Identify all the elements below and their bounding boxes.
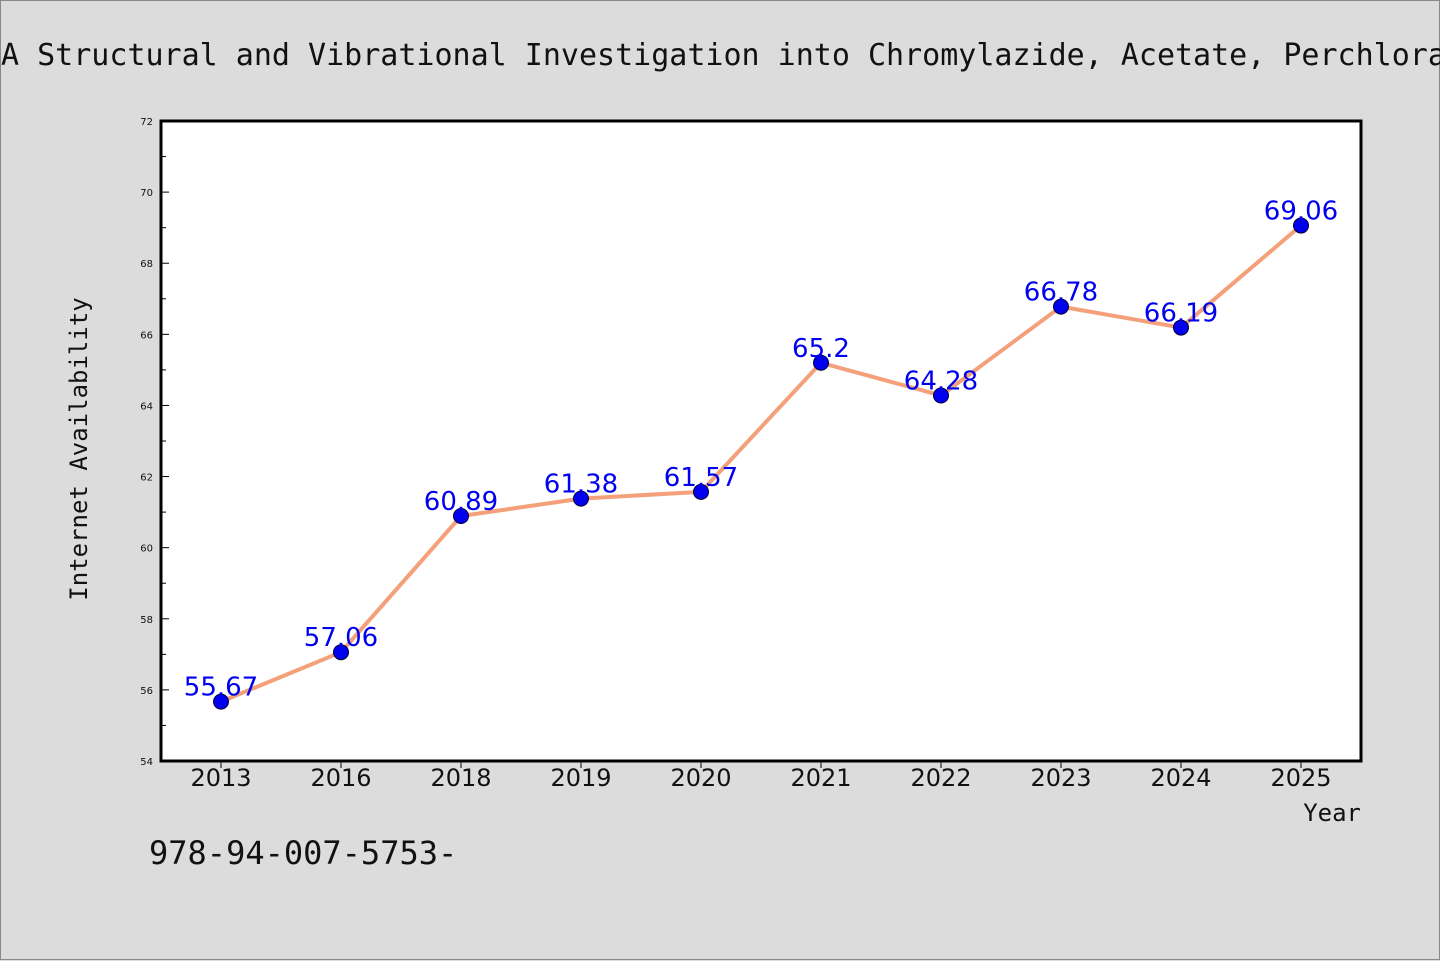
data-label: 61.57 [664, 463, 738, 493]
x-tick-label: 2025 [1270, 764, 1331, 792]
y-axis-ticks: 54 56 58 60 62 64 66 68 70 72 [140, 117, 169, 768]
series-layer: 55.67 57.06 60.89 61.38 61.57 65.2 64.28 66.78 6… [184, 197, 1338, 710]
y-tick-label: 64 [140, 401, 153, 412]
data-label: 55.67 [184, 673, 258, 703]
isbn-annotation: 978-94-007-5753- [149, 834, 457, 872]
data-point [333, 644, 349, 661]
data-point [813, 354, 829, 371]
data-point [213, 693, 229, 710]
y-tick-label: 62 [140, 473, 153, 484]
y-tick-label: 72 [140, 117, 153, 128]
x-tick-label: 2022 [910, 764, 971, 792]
y-tick-label: 56 [140, 686, 153, 697]
data-point [453, 508, 469, 525]
data-label: 64.28 [904, 366, 978, 396]
x-tick-label: 2020 [670, 764, 731, 792]
y-tick-label: 54 [140, 757, 153, 768]
x-tick-label: 2024 [1150, 764, 1211, 792]
data-label: 65.2 [792, 334, 850, 364]
x-tick-label: 2023 [1030, 764, 1091, 792]
chart-title: A Structural and Vibrational Investigati… [1, 38, 1440, 73]
data-point [573, 490, 589, 507]
x-tick-label: 2013 [190, 764, 251, 792]
data-point [1173, 319, 1189, 336]
y-tick-label: 66 [140, 330, 153, 341]
x-tick-label: 2018 [430, 764, 491, 792]
data-point [1053, 298, 1069, 315]
y-tick-label: 58 [140, 615, 153, 626]
data-point [933, 387, 949, 404]
x-axis-label: Year [1303, 799, 1361, 827]
data-point [693, 483, 709, 500]
data-label: 57.06 [304, 623, 378, 653]
y-tick-label: 70 [140, 188, 153, 199]
x-tick-label: 2021 [790, 764, 851, 792]
data-label: 66.78 [1024, 278, 1098, 308]
x-tick-label: 2016 [310, 764, 371, 792]
series-line [220, 224, 1303, 704]
plot-area [159, 119, 1363, 763]
y-tick-label: 68 [140, 259, 153, 270]
data-label: 69.06 [1264, 197, 1338, 227]
data-label: 60.89 [424, 487, 498, 517]
data-label: 66.19 [1144, 299, 1218, 329]
data-label: 61.38 [544, 470, 618, 500]
x-axis-ticks: 2013 2016 2018 2019 2020 2021 2022 2023 2024 2025 [190, 761, 1332, 792]
y-tick-label: 60 [140, 544, 153, 555]
x-tick-label: 2019 [550, 764, 611, 792]
y-axis-label: Internet Availability [65, 297, 93, 600]
data-point [1293, 217, 1309, 234]
